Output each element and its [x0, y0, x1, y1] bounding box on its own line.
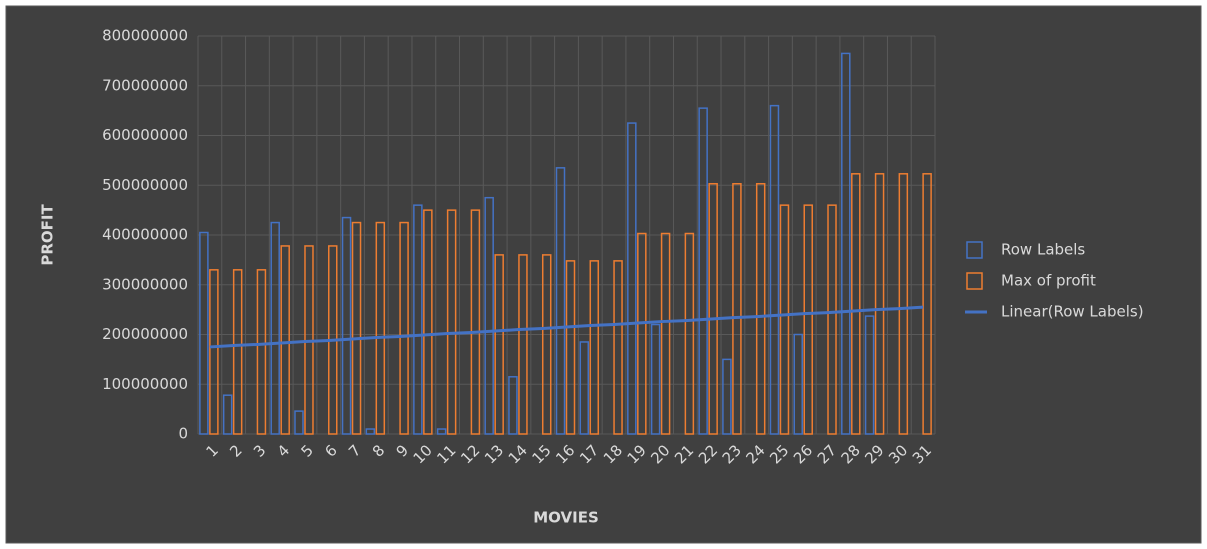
bar — [793, 333, 803, 435]
bar — [565, 260, 576, 435]
legend-swatch — [966, 272, 983, 290]
y-tick-label: 700000000 — [102, 76, 188, 94]
bar — [755, 183, 766, 435]
bar — [365, 428, 376, 435]
bar — [341, 216, 352, 435]
bar — [660, 232, 671, 435]
bar — [637, 232, 647, 435]
bar — [613, 260, 623, 435]
legend-swatch — [966, 241, 983, 259]
bar — [769, 104, 780, 435]
legend-label: Linear(Row Labels) — [1001, 303, 1144, 321]
bar — [399, 221, 409, 435]
y-tick-label: 100000000 — [102, 375, 188, 393]
bar — [684, 232, 695, 435]
bar — [413, 204, 423, 435]
bar — [541, 254, 552, 435]
bar — [256, 269, 267, 435]
bar — [494, 254, 504, 435]
y-tick-label: 600000000 — [102, 126, 188, 144]
legend-label: Row Labels — [1001, 241, 1085, 259]
bar — [555, 167, 566, 435]
bar — [698, 107, 708, 435]
bar — [864, 315, 875, 435]
x-axis-title: MOVIES — [533, 509, 599, 527]
bar — [280, 245, 290, 435]
bar — [209, 269, 219, 435]
bar — [874, 173, 885, 435]
bar — [732, 183, 742, 435]
bar — [470, 209, 481, 435]
bar — [779, 204, 790, 435]
trend-line — [209, 305, 924, 349]
bar — [579, 341, 590, 435]
bar — [446, 209, 457, 435]
bar — [827, 204, 837, 435]
bar — [484, 196, 494, 435]
bar — [222, 394, 233, 435]
y-tick-label: 200000000 — [102, 325, 188, 343]
bar — [199, 231, 209, 435]
y-tick-label: 0 — [178, 425, 188, 443]
bar — [518, 254, 528, 435]
bar — [436, 428, 447, 435]
y-tick-label: 400000000 — [102, 226, 188, 244]
y-tick-label: 300000000 — [102, 275, 188, 293]
y-tick-label: 500000000 — [102, 176, 188, 194]
bar — [803, 204, 813, 435]
legend-label: Max of profit — [1001, 272, 1096, 290]
y-axis-title: PROFIT — [39, 204, 57, 266]
chart-bg — [5, 5, 1202, 544]
bar — [722, 358, 732, 435]
bar — [851, 173, 861, 435]
bar — [270, 221, 280, 435]
bar — [232, 269, 243, 435]
bar — [898, 173, 909, 435]
bar — [650, 323, 661, 435]
bar — [589, 260, 600, 435]
bar — [508, 376, 518, 435]
bar — [841, 52, 851, 435]
bar — [294, 410, 304, 435]
y-tick-label: 800000000 — [102, 27, 188, 45]
bar — [423, 209, 433, 435]
bar — [375, 221, 386, 435]
bar — [351, 221, 362, 435]
bar — [708, 183, 718, 435]
bar — [922, 173, 932, 435]
bar — [627, 122, 637, 435]
